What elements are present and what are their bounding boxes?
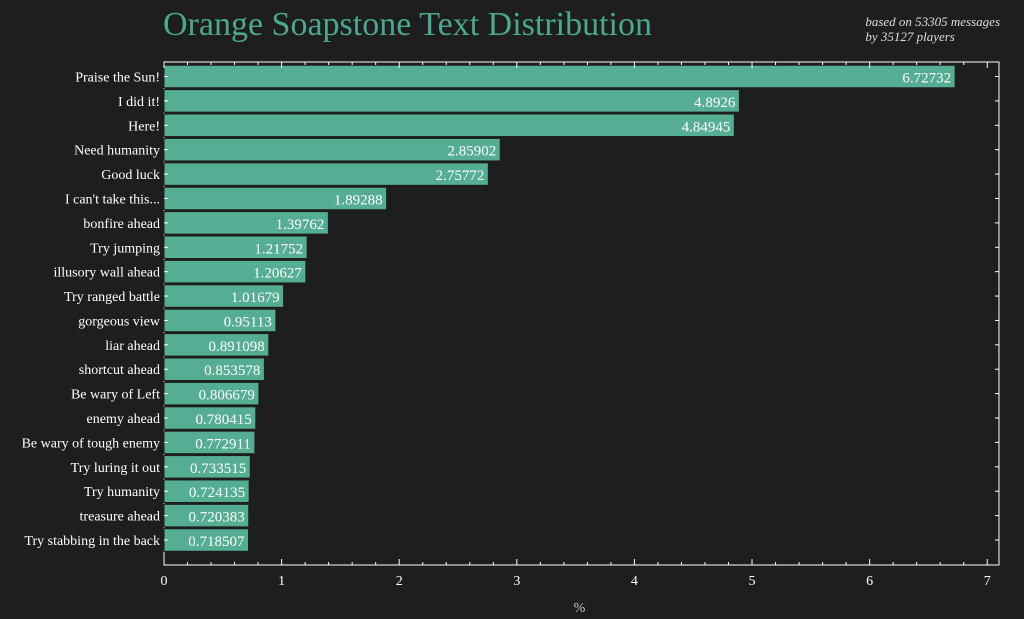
value-label-3: 2.85902: [447, 144, 496, 160]
value-label-8: 1.20627: [253, 266, 302, 282]
value-label-16: 0.733515: [190, 461, 246, 477]
category-label-14: enemy ahead: [87, 412, 160, 427]
category-label-4: Good luck: [101, 168, 160, 183]
xtick-label-0: 0: [161, 574, 168, 589]
category-label-19: Try stabbing in the back: [24, 534, 160, 549]
category-label-3: Need humanity: [74, 144, 160, 159]
value-label-19: 0.718507: [188, 534, 245, 550]
value-label-12: 0.853578: [204, 363, 260, 379]
bar-0: [163, 64, 956, 89]
category-label-11: liar ahead: [105, 339, 160, 354]
bar-2: [163, 113, 735, 138]
value-label-18: 0.720383: [188, 510, 244, 526]
category-label-10: gorgeous view: [78, 314, 161, 329]
value-label-1: 4.8926: [694, 95, 736, 111]
value-label-14: 0.780415: [196, 412, 252, 428]
chart-title: Orange Soapstone Text Distribution: [163, 6, 652, 43]
value-label-17: 0.724135: [189, 485, 245, 501]
value-label-13: 0.806679: [199, 388, 255, 404]
value-label-2: 4.84945: [682, 119, 731, 135]
category-label-2: Here!: [128, 119, 160, 134]
value-label-0: 6.72732: [902, 71, 951, 87]
plot-frame: [163, 61, 1000, 566]
xtick-label-2: 2: [396, 574, 403, 589]
category-label-8: illusory wall ahead: [53, 266, 160, 281]
value-label-11: 0.891098: [209, 339, 265, 355]
value-label-6: 1.39762: [276, 217, 325, 233]
value-label-4: 2.75772: [436, 168, 485, 184]
chart-subtitle: based on 53305 messages by 35127 players: [865, 14, 1000, 44]
category-label-18: treasure ahead: [80, 510, 160, 525]
xtick-label-7: 7: [984, 574, 991, 589]
subtitle-line-players: by 35127 players: [865, 29, 955, 44]
bar-1: [163, 89, 740, 113]
category-label-7: Try jumping: [90, 241, 160, 256]
value-label-10: 0.95113: [224, 314, 272, 330]
value-label-9: 1.01679: [231, 290, 280, 306]
category-label-16: Try luring it out: [71, 461, 160, 476]
subtitle-line-messages: based on 53305 messages: [865, 14, 1000, 29]
value-label-15: 0.772911: [195, 436, 251, 452]
category-label-17: Try humanity: [84, 485, 160, 500]
category-label-13: Be wary of Left: [71, 388, 160, 403]
category-label-9: Try ranged battle: [64, 290, 160, 305]
category-label-12: shortcut ahead: [79, 363, 160, 378]
xtick-label-4: 4: [631, 574, 638, 589]
value-label-7: 1.21752: [254, 241, 303, 257]
category-label-6: bonfire ahead: [83, 217, 160, 232]
xtick-label-6: 6: [866, 574, 873, 589]
category-label-1: I did it!: [118, 95, 160, 110]
category-label-5: I can't take this...: [65, 192, 160, 207]
xtick-label-5: 5: [749, 574, 756, 589]
category-label-15: Be wary of tough enemy: [22, 436, 160, 451]
value-label-5: 1.89288: [334, 192, 383, 208]
xtick-label-3: 3: [513, 574, 520, 589]
x-axis-label: %: [574, 601, 586, 616]
category-label-0: Praise the Sun!: [75, 71, 160, 86]
xtick-label-1: 1: [278, 574, 285, 589]
